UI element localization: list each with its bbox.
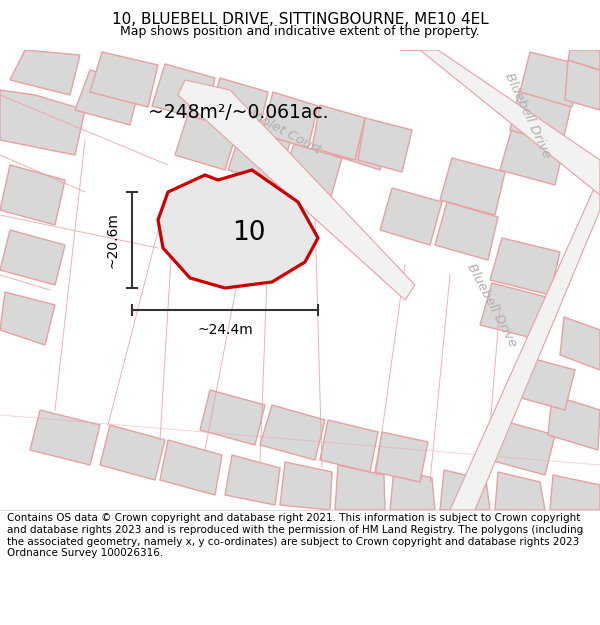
Text: ~20.6m: ~20.6m	[106, 212, 120, 268]
Polygon shape	[0, 165, 65, 225]
Polygon shape	[520, 52, 582, 107]
Polygon shape	[280, 462, 332, 510]
Polygon shape	[90, 52, 158, 107]
Polygon shape	[200, 390, 265, 445]
Polygon shape	[175, 114, 238, 170]
Polygon shape	[490, 420, 555, 475]
Polygon shape	[440, 470, 490, 510]
Text: Contains OS data © Crown copyright and database right 2021. This information is : Contains OS data © Crown copyright and d…	[7, 514, 583, 558]
Polygon shape	[390, 468, 435, 510]
Text: Violet Court: Violet Court	[247, 107, 323, 156]
Polygon shape	[178, 80, 415, 300]
Polygon shape	[10, 50, 80, 95]
Text: 10, BLUEBELL DRIVE, SITTINGBOURNE, ME10 4EL: 10, BLUEBELL DRIVE, SITTINGBOURNE, ME10 …	[112, 12, 488, 28]
Polygon shape	[435, 202, 498, 260]
Polygon shape	[510, 88, 572, 145]
Polygon shape	[312, 105, 365, 160]
Polygon shape	[568, 50, 600, 70]
Polygon shape	[228, 128, 290, 185]
Polygon shape	[510, 355, 575, 410]
Polygon shape	[260, 405, 325, 460]
Polygon shape	[480, 283, 550, 340]
Polygon shape	[333, 114, 392, 170]
Polygon shape	[152, 64, 215, 120]
Polygon shape	[280, 144, 342, 200]
Text: ~24.4m: ~24.4m	[197, 323, 253, 337]
Polygon shape	[440, 158, 505, 215]
Polygon shape	[565, 60, 600, 110]
Polygon shape	[75, 70, 140, 125]
Text: Map shows position and indicative extent of the property.: Map shows position and indicative extent…	[120, 24, 480, 38]
Polygon shape	[158, 170, 318, 288]
Polygon shape	[560, 317, 600, 370]
Polygon shape	[550, 475, 600, 510]
Polygon shape	[440, 175, 600, 510]
Polygon shape	[100, 425, 165, 480]
Polygon shape	[335, 465, 385, 510]
Text: Bluebell Drive: Bluebell Drive	[464, 261, 520, 349]
Text: ~248m²/~0.061ac.: ~248m²/~0.061ac.	[148, 102, 329, 121]
Polygon shape	[320, 420, 378, 472]
Polygon shape	[0, 230, 65, 285]
Polygon shape	[358, 118, 412, 172]
Text: 10: 10	[232, 220, 266, 246]
Polygon shape	[490, 238, 560, 295]
Polygon shape	[262, 92, 318, 148]
Polygon shape	[375, 432, 428, 482]
Polygon shape	[500, 128, 565, 185]
Polygon shape	[0, 292, 55, 345]
Polygon shape	[208, 78, 268, 134]
Polygon shape	[30, 410, 100, 465]
Polygon shape	[495, 472, 545, 510]
Polygon shape	[380, 188, 442, 245]
Text: Bluebell Drive: Bluebell Drive	[503, 70, 553, 160]
Polygon shape	[400, 50, 600, 195]
Polygon shape	[225, 455, 280, 505]
Polygon shape	[548, 395, 600, 450]
Polygon shape	[160, 440, 222, 495]
Polygon shape	[0, 90, 85, 155]
